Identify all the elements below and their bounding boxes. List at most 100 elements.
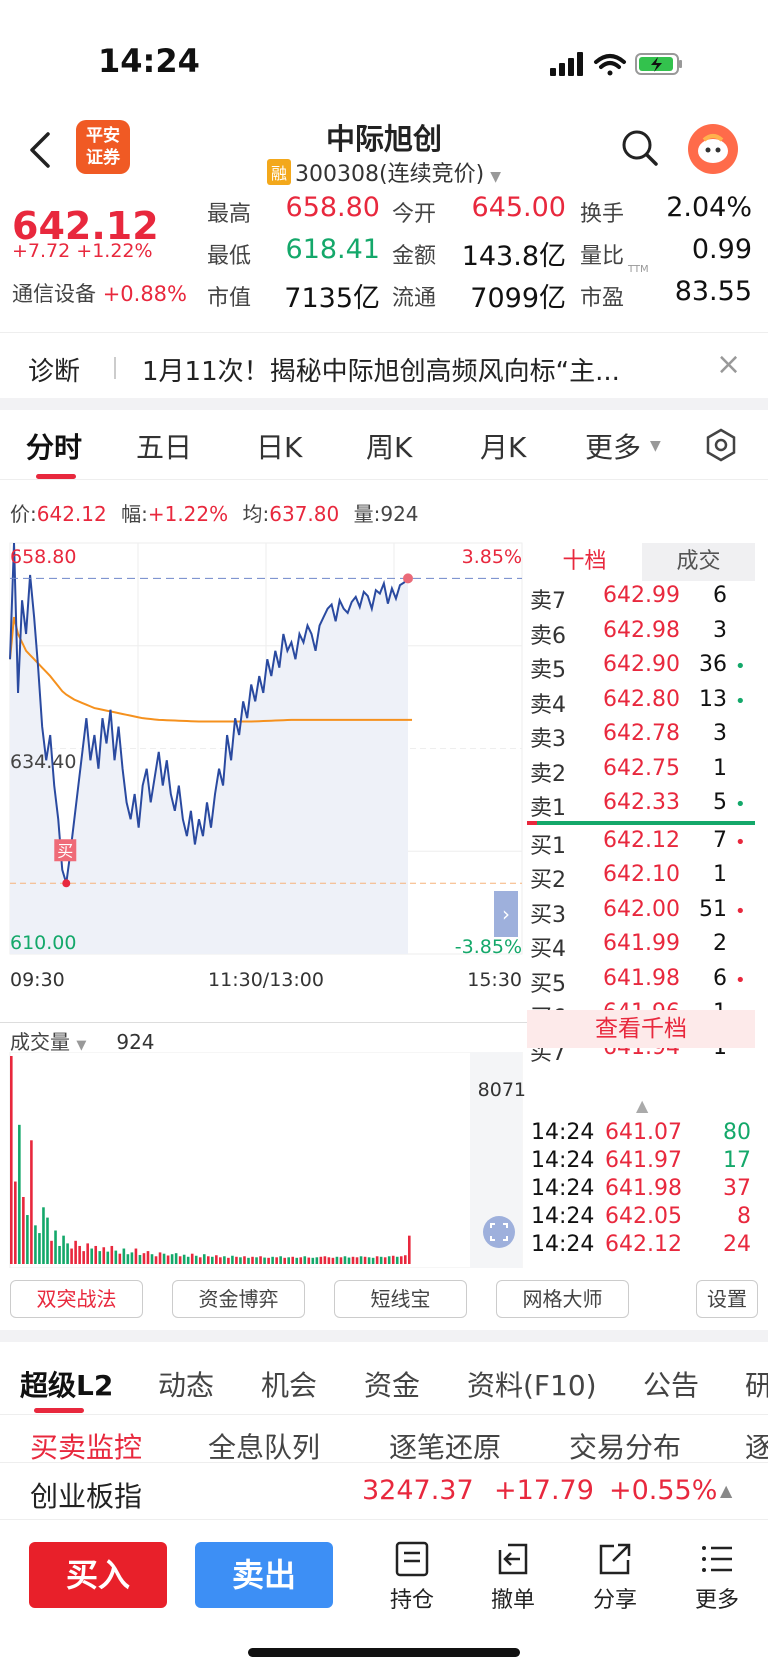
- tab-intraday[interactable]: 分时: [26, 431, 83, 464]
- diagnosis-text[interactable]: 1月11次！揭秘中际旭创高频风向标“主...: [142, 357, 620, 387]
- cancel-order-button[interactable]: 撤单: [483, 1540, 543, 1614]
- info-tab[interactable]: 研: [745, 1369, 768, 1402]
- quote-label: 最低: [207, 244, 252, 269]
- info-tab[interactable]: 公告: [643, 1369, 700, 1402]
- ask-row[interactable]: 卖6 642.98 3: [527, 616, 755, 650]
- tab-month-k[interactable]: 月K: [480, 431, 527, 464]
- l2-sub-tab[interactable]: 交易分布: [569, 1431, 682, 1462]
- holdings-button[interactable]: 持仓: [382, 1540, 442, 1614]
- trade-row: 14:24 641.98 37: [527, 1176, 755, 1204]
- quote-label: 最高: [207, 202, 252, 227]
- volume-bar: [62, 1235, 65, 1264]
- volume-bar: [255, 1257, 258, 1264]
- volume-bar: [323, 1256, 327, 1264]
- grid-master-button[interactable]: 网格大师: [496, 1280, 629, 1318]
- volume-header[interactable]: 成交量 ▼ 924: [10, 1026, 155, 1055]
- level-label: 卖6: [530, 623, 566, 649]
- trade-qty: 37: [723, 1176, 751, 1201]
- l2-sub-tab[interactable]: 全息队列: [208, 1431, 321, 1462]
- view-thousand-levels-button[interactable]: 查看千档: [527, 1010, 755, 1048]
- share-button[interactable]: 分享: [585, 1540, 645, 1614]
- quote-label: 金额: [392, 244, 437, 269]
- level-qty: 3: [713, 617, 727, 643]
- stock-code-line[interactable]: 融 300308(连续竞价) ▼: [0, 156, 768, 188]
- diagnosis-banner[interactable]: 诊断 1月11次！揭秘中际旭创高频风向标“主... ×: [0, 332, 768, 402]
- back-icon[interactable]: [26, 130, 52, 170]
- ask-row[interactable]: 卖5 642.90 36 •: [527, 650, 755, 684]
- share-label: 分享: [592, 1588, 637, 1613]
- info-tab[interactable]: 资金: [364, 1369, 421, 1402]
- close-icon[interactable]: ×: [716, 347, 742, 382]
- fullscreen-glyph: [490, 1223, 508, 1241]
- tab-more[interactable]: 更多: [585, 431, 642, 464]
- info-tab[interactable]: 机会: [261, 1369, 318, 1402]
- settings-icon[interactable]: [704, 428, 738, 462]
- bid-row[interactable]: 买2 642.10 1: [527, 860, 755, 894]
- l2-sub-tab[interactable]: 逐笔还原: [389, 1431, 502, 1462]
- level-qty: 2: [713, 931, 727, 956]
- spread-divider: [527, 820, 537, 825]
- more-button[interactable]: 更多: [687, 1540, 747, 1614]
- short-term-button[interactable]: 短线宝: [334, 1280, 467, 1318]
- search-icon[interactable]: [620, 128, 660, 168]
- level-qty: 5: [713, 790, 727, 815]
- volume-bar: [18, 1124, 21, 1264]
- tab-day-k[interactable]: 日K: [256, 431, 303, 464]
- sector-info[interactable]: 通信设备 +0.88%: [12, 278, 187, 308]
- info-avg-label: 均: [242, 502, 263, 526]
- info-tab[interactable]: 资料(F10): [467, 1369, 597, 1402]
- expand-icon[interactable]: ▲: [720, 1481, 733, 1500]
- sector-pct: +0.88%: [102, 282, 187, 306]
- volume-bar: [251, 1256, 254, 1264]
- quote-value: 7135亿: [284, 283, 380, 314]
- index-ticker[interactable]: 创业板指 3247.37 +17.79 +0.55% ▲: [0, 1462, 768, 1520]
- tab-five-day[interactable]: 五日: [136, 431, 193, 464]
- ask-row[interactable]: 卖2 642.75 1: [527, 754, 755, 788]
- info-tab[interactable]: 超级L2: [20, 1369, 114, 1402]
- buy-button[interactable]: 买入: [29, 1542, 167, 1608]
- l2-sub-tab[interactable]: 逐: [745, 1431, 768, 1462]
- divider: [0, 1414, 768, 1415]
- volume-bar: [219, 1257, 222, 1264]
- assistant-avatar-icon[interactable]: [688, 124, 738, 174]
- tab-week-k[interactable]: 周K: [366, 431, 413, 464]
- price-area: [10, 543, 408, 954]
- sell-button[interactable]: 卖出: [195, 1542, 333, 1608]
- change-pct: +1.22%: [76, 240, 153, 262]
- capital-game-button[interactable]: 资金博弈: [172, 1280, 305, 1318]
- intraday-chart[interactable]: 买 658.80 634.40 610.00 3.85% -3.85% 09:30 11:30…: [0, 535, 527, 995]
- ask-row[interactable]: 卖4 642.80 13 •: [527, 685, 755, 719]
- broker-logo[interactable]: 平安证券: [76, 120, 130, 174]
- bid-row[interactable]: 买3 642.00 51 •: [527, 895, 755, 929]
- volume-bar: [383, 1257, 387, 1264]
- holdings-icon: [395, 1541, 429, 1577]
- trade-price: 642.12: [605, 1232, 682, 1257]
- settings-button[interactable]: 设置: [696, 1280, 758, 1318]
- info-tab[interactable]: 动态: [158, 1369, 215, 1402]
- volume-bar: [178, 1256, 182, 1264]
- level-price: 642.33: [603, 790, 680, 815]
- level-price: 642.10: [603, 862, 680, 887]
- ask-row[interactable]: 卖3 642.78 3: [527, 719, 755, 753]
- quote-value: 0.99: [691, 234, 752, 265]
- bid-row[interactable]: 买4 641.99 2: [527, 929, 755, 963]
- ask-row[interactable]: 卖1 642.33 5 •: [527, 788, 755, 822]
- chart-period-tabs: 分时 五日 日K 周K 月K 更多 ▼: [0, 410, 768, 480]
- bid-row[interactable]: 买1 642.12 7 •: [527, 826, 755, 860]
- volume-bar: [142, 1253, 146, 1264]
- volume-bar: [307, 1257, 311, 1264]
- ask-row[interactable]: 卖7 642.99 6: [527, 581, 755, 615]
- volume-bar: [78, 1245, 81, 1264]
- margin-tag: 融: [267, 159, 292, 185]
- volume-bar: [106, 1251, 110, 1264]
- volume-bar: [319, 1256, 323, 1264]
- l2-sub-tab[interactable]: 买卖监控: [30, 1431, 143, 1462]
- home-indicator[interactable]: [248, 1648, 520, 1657]
- tab-ten-level[interactable]: 十档: [527, 543, 642, 581]
- volume-bar: [146, 1251, 150, 1264]
- level-label: 卖5: [530, 658, 566, 683]
- tab-trades[interactable]: 成交: [642, 543, 755, 581]
- volume-chart[interactable]: 8071: [0, 1052, 527, 1268]
- double-break-button[interactable]: 双突战法: [10, 1280, 143, 1318]
- bid-row[interactable]: 买5 641.98 6 •: [527, 964, 755, 998]
